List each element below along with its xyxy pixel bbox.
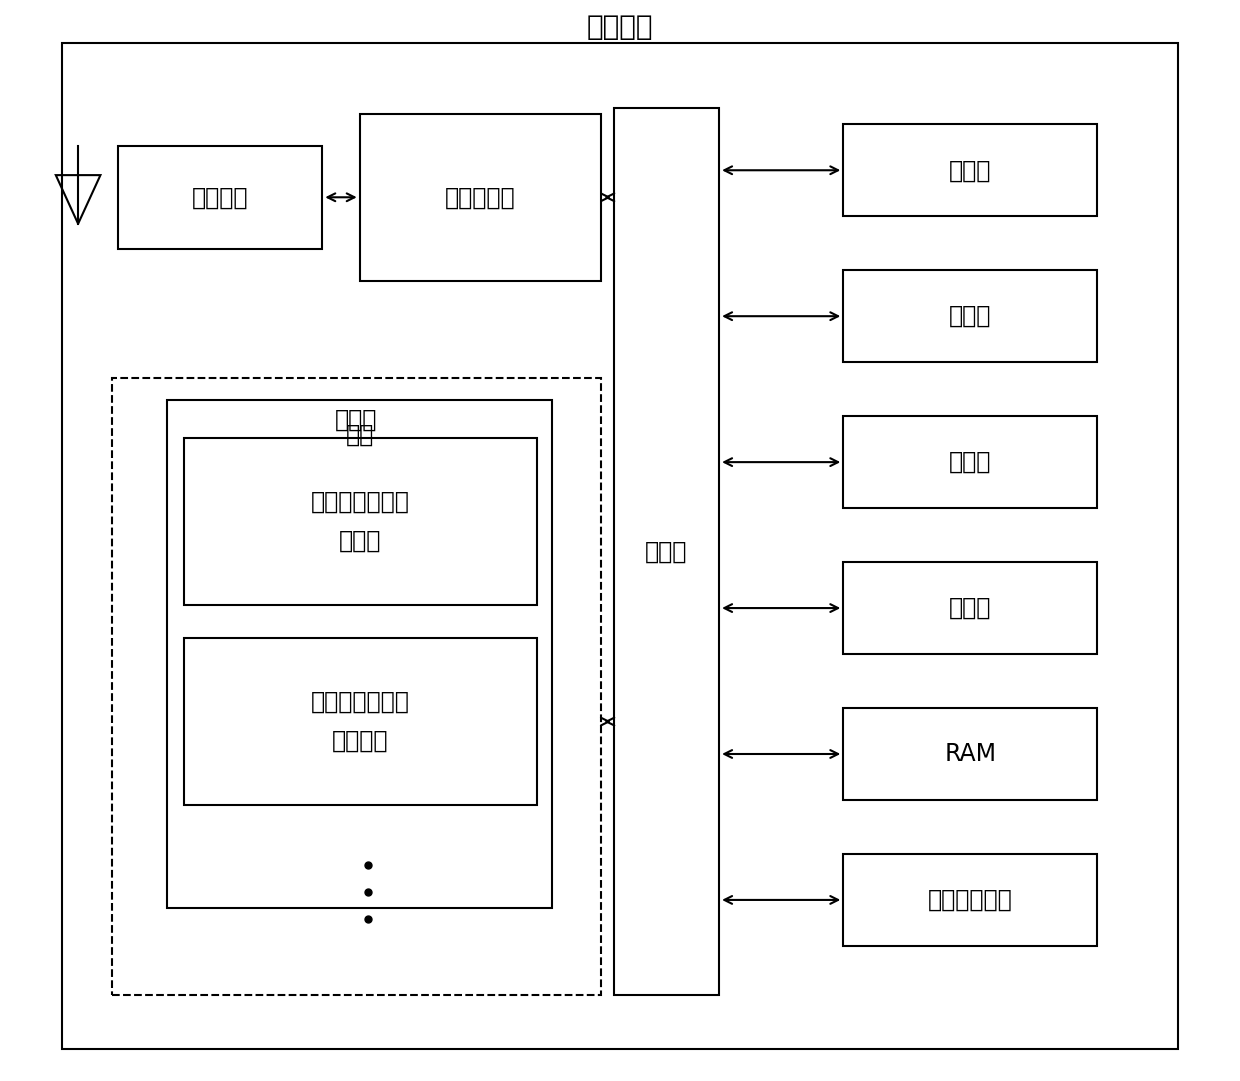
- Text: 指纹特征信息获
取功能: 指纹特征信息获 取功能: [311, 490, 409, 553]
- Text: 麦克风: 麦克风: [949, 596, 992, 620]
- Text: 程序: 程序: [346, 423, 373, 446]
- Bar: [843, 270, 1097, 362]
- Text: 扬声器: 扬声器: [949, 450, 992, 475]
- Bar: [184, 438, 537, 605]
- Text: 摄像头: 摄像头: [949, 158, 992, 183]
- Text: 通信接口: 通信接口: [192, 185, 248, 210]
- Bar: [184, 638, 537, 805]
- Text: RAM: RAM: [945, 742, 996, 766]
- Text: 触控屏: 触控屏: [949, 304, 992, 329]
- Bar: [112, 378, 601, 995]
- Bar: [843, 124, 1097, 216]
- Bar: [843, 854, 1097, 946]
- Text: 指静脉特征信息
获取功能: 指静脉特征信息 获取功能: [311, 690, 409, 753]
- Text: 静脉识别模块: 静脉识别模块: [928, 888, 1013, 912]
- Text: 电子设备: 电子设备: [587, 13, 653, 41]
- Bar: [843, 562, 1097, 654]
- Bar: [843, 708, 1097, 800]
- Bar: [843, 416, 1097, 508]
- Bar: [614, 108, 719, 995]
- Bar: [360, 114, 601, 281]
- Text: 信号处理器: 信号处理器: [445, 185, 516, 210]
- Bar: [118, 146, 322, 249]
- Text: 存储器: 存储器: [335, 408, 378, 431]
- Bar: [167, 400, 552, 908]
- Text: 处理器: 处理器: [645, 539, 688, 563]
